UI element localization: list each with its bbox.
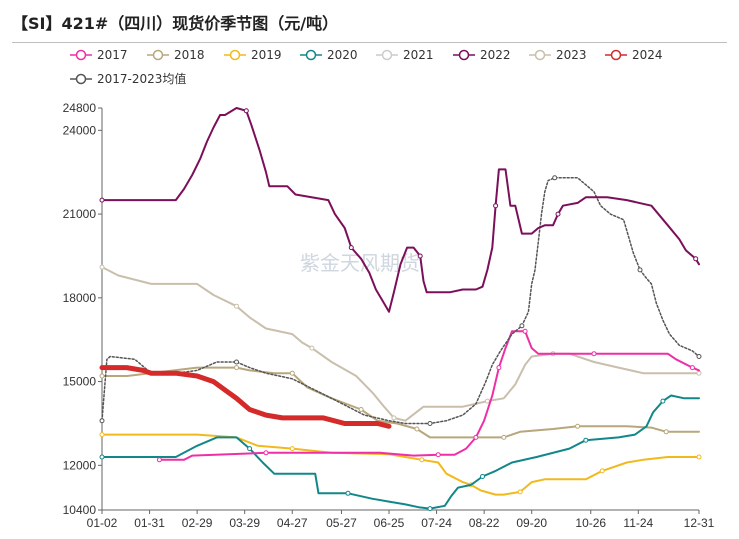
series-point-2022	[555, 211, 561, 217]
x-tick-label: 02-29	[182, 516, 213, 530]
series-line-2020	[101, 394, 700, 510]
series-point-2023	[99, 264, 105, 270]
series-point-2017-2023均值	[99, 418, 105, 424]
x-tick-label: 07-24	[421, 516, 452, 530]
series-point-2018	[289, 370, 295, 376]
legend-marker-2017	[75, 49, 87, 61]
series-point-2017-2023均值	[637, 267, 643, 273]
legend-marker-2024	[610, 49, 622, 61]
series-point-2017-2023均值	[696, 354, 702, 359]
series-point-2018	[663, 429, 669, 435]
series-point-2022	[243, 108, 249, 114]
x-tick-label: 09-20	[516, 516, 547, 530]
series-line-2017-2023均值	[101, 177, 700, 425]
legend-marker-2023	[534, 49, 546, 61]
series-point-2022	[493, 203, 499, 209]
series-point-2023	[484, 398, 490, 404]
legend-label-2017-2023均值: 2017-2023均值	[97, 71, 186, 86]
series-point-2019	[517, 489, 523, 495]
series-point-2020	[583, 437, 589, 443]
legend-marker-2019	[229, 49, 241, 61]
legend-marker-2018	[152, 49, 164, 61]
series-point-2019	[99, 432, 105, 438]
y-tick-label: 21000	[63, 207, 97, 221]
series-line-2018	[101, 366, 700, 439]
legend-label-2020: 2020	[327, 48, 358, 62]
series-point-2019	[599, 468, 605, 474]
series-point-2018	[358, 407, 364, 412]
series-line-2017	[158, 330, 700, 461]
x-tick-label: 01-31	[134, 516, 165, 530]
x-tick-label: 01-02	[87, 516, 118, 530]
series-point-2017	[522, 328, 528, 334]
series-point-2023	[234, 303, 239, 309]
page-title: 【SI】421#（四川）现货价季节图（元/吨）	[12, 14, 339, 33]
x-tick-label: 10-26	[575, 516, 606, 530]
series-point-2017	[689, 365, 695, 371]
series-line-2024	[99, 365, 392, 429]
legend-marker-2017-2023均值	[75, 73, 87, 85]
series-point-2017	[496, 365, 502, 371]
series-point-2022	[99, 197, 105, 203]
legend-marker-2020	[305, 49, 317, 61]
legend-marker-2022	[458, 49, 470, 61]
series-point-2017	[263, 450, 269, 456]
x-tick-label: 03-29	[229, 516, 260, 530]
series-point-2020	[345, 490, 351, 496]
x-tick-label: 06-25	[374, 516, 405, 530]
x-tick-label: 08-22	[469, 516, 500, 530]
series-line-2019	[101, 433, 700, 496]
series-point-2020	[247, 446, 253, 452]
series-point-2023	[696, 370, 702, 376]
series-point-2022	[348, 245, 354, 251]
series-point-2017-2023均值	[234, 359, 239, 365]
series-point-2020	[660, 398, 666, 404]
series-point-2017-2023均值	[519, 323, 525, 329]
legend-label-2018: 2018	[174, 48, 205, 62]
series-point-2018	[501, 434, 507, 440]
series-line-2023	[101, 266, 700, 422]
legend-label-2024: 2024	[632, 48, 663, 62]
series-point-2020	[427, 506, 433, 512]
y-tick-label: 10400	[63, 503, 97, 517]
legend-label-2023: 2023	[556, 48, 587, 62]
series-point-2020	[480, 474, 485, 479]
series-point-2019	[419, 457, 425, 463]
series-point-2018	[575, 423, 581, 429]
x-tick-label: 05-27	[326, 516, 357, 530]
series-point-2017	[156, 457, 162, 463]
series-point-2020	[99, 454, 105, 460]
series-point-2017	[435, 452, 441, 458]
series-point-2017-2023均值	[552, 175, 558, 181]
x-tick-label: 11-24	[623, 516, 653, 530]
y-tick-label: 18000	[63, 291, 97, 305]
series-point-2023	[309, 345, 315, 351]
series-point-2018	[234, 365, 239, 371]
y-tick-label: 24800	[63, 101, 97, 115]
legend-label-2021: 2021	[403, 48, 434, 62]
series-point-2022	[693, 256, 699, 262]
title-divider	[12, 42, 727, 43]
y-tick-label: 15000	[63, 375, 97, 389]
legend-label-2019: 2019	[251, 48, 282, 62]
series-point-2017	[473, 434, 479, 440]
series-line-2022	[101, 107, 700, 313]
x-tick-label: 12-31	[684, 516, 715, 530]
y-tick-label: 12000	[63, 458, 97, 472]
series-point-2023	[391, 415, 397, 421]
series-point-2017	[591, 351, 597, 357]
legend-label-2022: 2022	[480, 48, 511, 62]
series-point-2022	[417, 253, 423, 259]
series-point-2017-2023均值	[427, 421, 433, 426]
series-point-2018	[99, 373, 105, 379]
series-point-2019	[696, 454, 702, 460]
y-tick-label: 24000	[63, 123, 97, 137]
legend-marker-2021	[381, 49, 393, 61]
legend-label-2017: 2017	[97, 48, 128, 62]
series-point-2018	[414, 426, 420, 432]
series-point-2019	[289, 446, 295, 452]
x-tick-label: 04-27	[277, 516, 308, 530]
